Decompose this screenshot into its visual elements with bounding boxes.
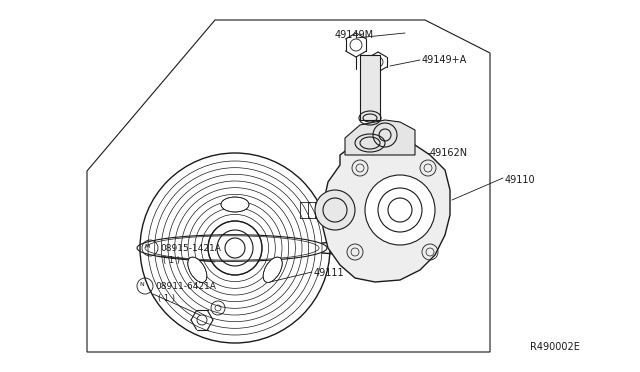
Circle shape (378, 188, 422, 232)
Text: N: N (140, 282, 145, 287)
Text: ( 1 ): ( 1 ) (158, 294, 175, 303)
Ellipse shape (263, 257, 282, 282)
Text: 08911-6421A: 08911-6421A (155, 282, 216, 291)
Polygon shape (323, 138, 450, 282)
Text: 49111: 49111 (314, 268, 344, 278)
Polygon shape (345, 120, 415, 155)
Text: 49162N: 49162N (430, 148, 468, 158)
Text: 49149+A: 49149+A (422, 55, 467, 65)
Text: 49110: 49110 (505, 175, 536, 185)
Text: ( 1 ): ( 1 ) (163, 256, 180, 265)
Text: R490002E: R490002E (530, 342, 580, 352)
Text: 08915-1421A: 08915-1421A (160, 244, 221, 253)
Ellipse shape (188, 257, 207, 282)
Text: M: M (144, 244, 150, 249)
Ellipse shape (221, 197, 249, 212)
FancyBboxPatch shape (360, 55, 380, 120)
Circle shape (315, 190, 355, 230)
Circle shape (365, 175, 435, 245)
Text: 49149M: 49149M (335, 30, 374, 40)
